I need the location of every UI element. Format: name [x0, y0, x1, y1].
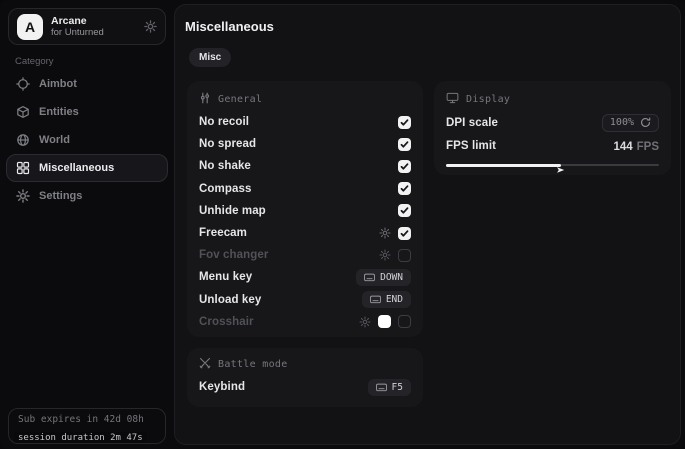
sidebar-nav: Aimbot Entities World: [6, 70, 168, 210]
page-title: Miscellaneous: [185, 19, 274, 34]
panel-battle-mode: Battle mode Keybind F5: [187, 348, 423, 407]
sidebar-item-label: Entities: [39, 106, 79, 118]
sidebar-item-world[interactable]: World: [6, 126, 168, 154]
sidebar-item-aimbot[interactable]: Aimbot: [6, 70, 168, 98]
monitor-icon: [446, 92, 459, 107]
panel-display: Display DPI scale 100% FPS limit 144 FPS: [434, 81, 671, 175]
setting-label: No spread: [199, 138, 257, 151]
keyboard-icon: [369, 295, 381, 304]
setting-label: DPI scale: [446, 116, 499, 129]
sidebar-item-entities[interactable]: Entities: [6, 98, 168, 126]
checkbox-checked[interactable]: [398, 159, 411, 173]
sidebar-item-label: Aimbot: [39, 78, 77, 90]
refresh-icon: [641, 117, 651, 127]
keybind-value: END: [385, 294, 403, 306]
setting-row-unhide-map: Unhide map: [199, 200, 411, 222]
panel-battle-header: Battle mode: [199, 356, 411, 372]
sidebar: A Arcane for Unturned Category A: [0, 0, 174, 449]
sidebar-item-label: World: [39, 134, 70, 146]
setting-row-unload-key: Unload key END: [199, 289, 411, 311]
setting-row-menu-key: Menu key DOWN: [199, 266, 411, 288]
subscription-info-card: Sub expires in 42d 08h session duration …: [8, 408, 166, 444]
setting-row-compass: Compass: [199, 178, 411, 200]
setting-row-no-spread: No spread: [199, 133, 411, 155]
avatar: A: [17, 13, 43, 40]
setting-label: Menu key: [199, 271, 253, 284]
keybind-value: F5: [391, 381, 403, 393]
gear-icon[interactable]: [379, 227, 391, 239]
checkbox-checked[interactable]: [398, 137, 411, 151]
setting-label: Unload key: [199, 293, 262, 306]
panel-general-header: General: [199, 91, 411, 107]
keyboard-icon: [364, 273, 376, 282]
fps-limit-unit: FPS: [636, 140, 659, 153]
setting-row-fov-changer: Fov changer: [199, 244, 411, 266]
setting-label: Keybind: [199, 381, 246, 394]
checkbox-checked[interactable]: [398, 204, 411, 218]
app-name: Arcane: [51, 15, 87, 27]
setting-row-freecam: Freecam: [199, 222, 411, 244]
checkbox-checked[interactable]: [398, 115, 411, 129]
sliders-icon: [199, 92, 211, 107]
panel-display-header: Display: [446, 91, 659, 107]
app-meta: Arcane for Unturned: [51, 15, 144, 38]
keyboard-icon: [375, 383, 387, 391]
slider-fill: [446, 163, 565, 173]
checkbox-unchecked[interactable]: [398, 315, 411, 329]
gear-icon: [16, 189, 30, 203]
category-label: Category: [15, 56, 54, 67]
setting-label: Freecam: [199, 227, 248, 240]
checkbox-checked[interactable]: [398, 226, 411, 240]
sidebar-item-settings[interactable]: Settings: [6, 182, 168, 210]
sub-expires-text: Sub expires in 42d 08h: [18, 414, 144, 425]
globe-icon: [16, 133, 30, 147]
swords-icon: [199, 357, 211, 372]
gear-icon[interactable]: [379, 249, 391, 261]
panel-title: Display: [466, 93, 511, 105]
cube-icon: [16, 105, 30, 119]
gear-icon[interactable]: [359, 316, 371, 328]
setting-label: No recoil: [199, 116, 250, 129]
session-duration-text: session duration 2m 47s: [14, 432, 147, 443]
slider-thumb[interactable]: [557, 161, 565, 173]
setting-row-no-recoil: No recoil: [199, 111, 411, 133]
gear-icon[interactable]: [144, 20, 157, 33]
keybind-badge[interactable]: DOWN: [356, 268, 411, 286]
app-subtitle: for Unturned: [51, 27, 104, 38]
setting-row-no-shake: No shake: [199, 155, 411, 177]
setting-label: Fov changer: [199, 249, 269, 262]
sidebar-item-miscellaneous[interactable]: Miscellaneous: [6, 154, 168, 182]
sidebar-item-label: Miscellaneous: [39, 162, 115, 174]
dpi-scale-control[interactable]: 100%: [601, 113, 659, 132]
setting-row-dpi-scale: DPI scale 100%: [446, 111, 659, 134]
panel-title: General: [218, 93, 263, 105]
panel-title: Battle mode: [218, 358, 288, 370]
fps-limit-value: 144: [613, 140, 633, 153]
app-header-card: A Arcane for Unturned: [8, 8, 166, 45]
setting-label: FPS limit: [446, 139, 497, 152]
crosshair-icon: [16, 77, 30, 91]
setting-label: Unhide map: [199, 204, 266, 217]
color-swatch[interactable]: [378, 315, 391, 329]
dpi-scale-value: 100%: [609, 117, 634, 128]
setting-label: No shake: [199, 160, 251, 173]
main-content: Miscellaneous Misc General No recoil No …: [174, 4, 681, 445]
setting-row-keybind: Keybind F5: [199, 376, 411, 398]
sidebar-item-label: Settings: [39, 190, 83, 202]
setting-label: Crosshair: [199, 315, 254, 328]
grid-icon: [16, 161, 30, 175]
setting-label: Compass: [199, 182, 252, 195]
setting-row-crosshair: Crosshair: [199, 311, 411, 333]
setting-row-fps-limit: FPS limit 144 FPS: [446, 134, 659, 157]
keybind-badge[interactable]: END: [361, 291, 411, 309]
checkbox-unchecked[interactable]: [398, 248, 411, 262]
fps-limit-slider[interactable]: [446, 161, 659, 173]
tab-misc[interactable]: Misc: [189, 48, 232, 67]
keybind-badge[interactable]: F5: [367, 378, 411, 396]
checkbox-checked[interactable]: [398, 182, 411, 196]
keybind-value: DOWN: [380, 271, 403, 283]
panel-general: General No recoil No spread No shake Com…: [187, 81, 423, 337]
